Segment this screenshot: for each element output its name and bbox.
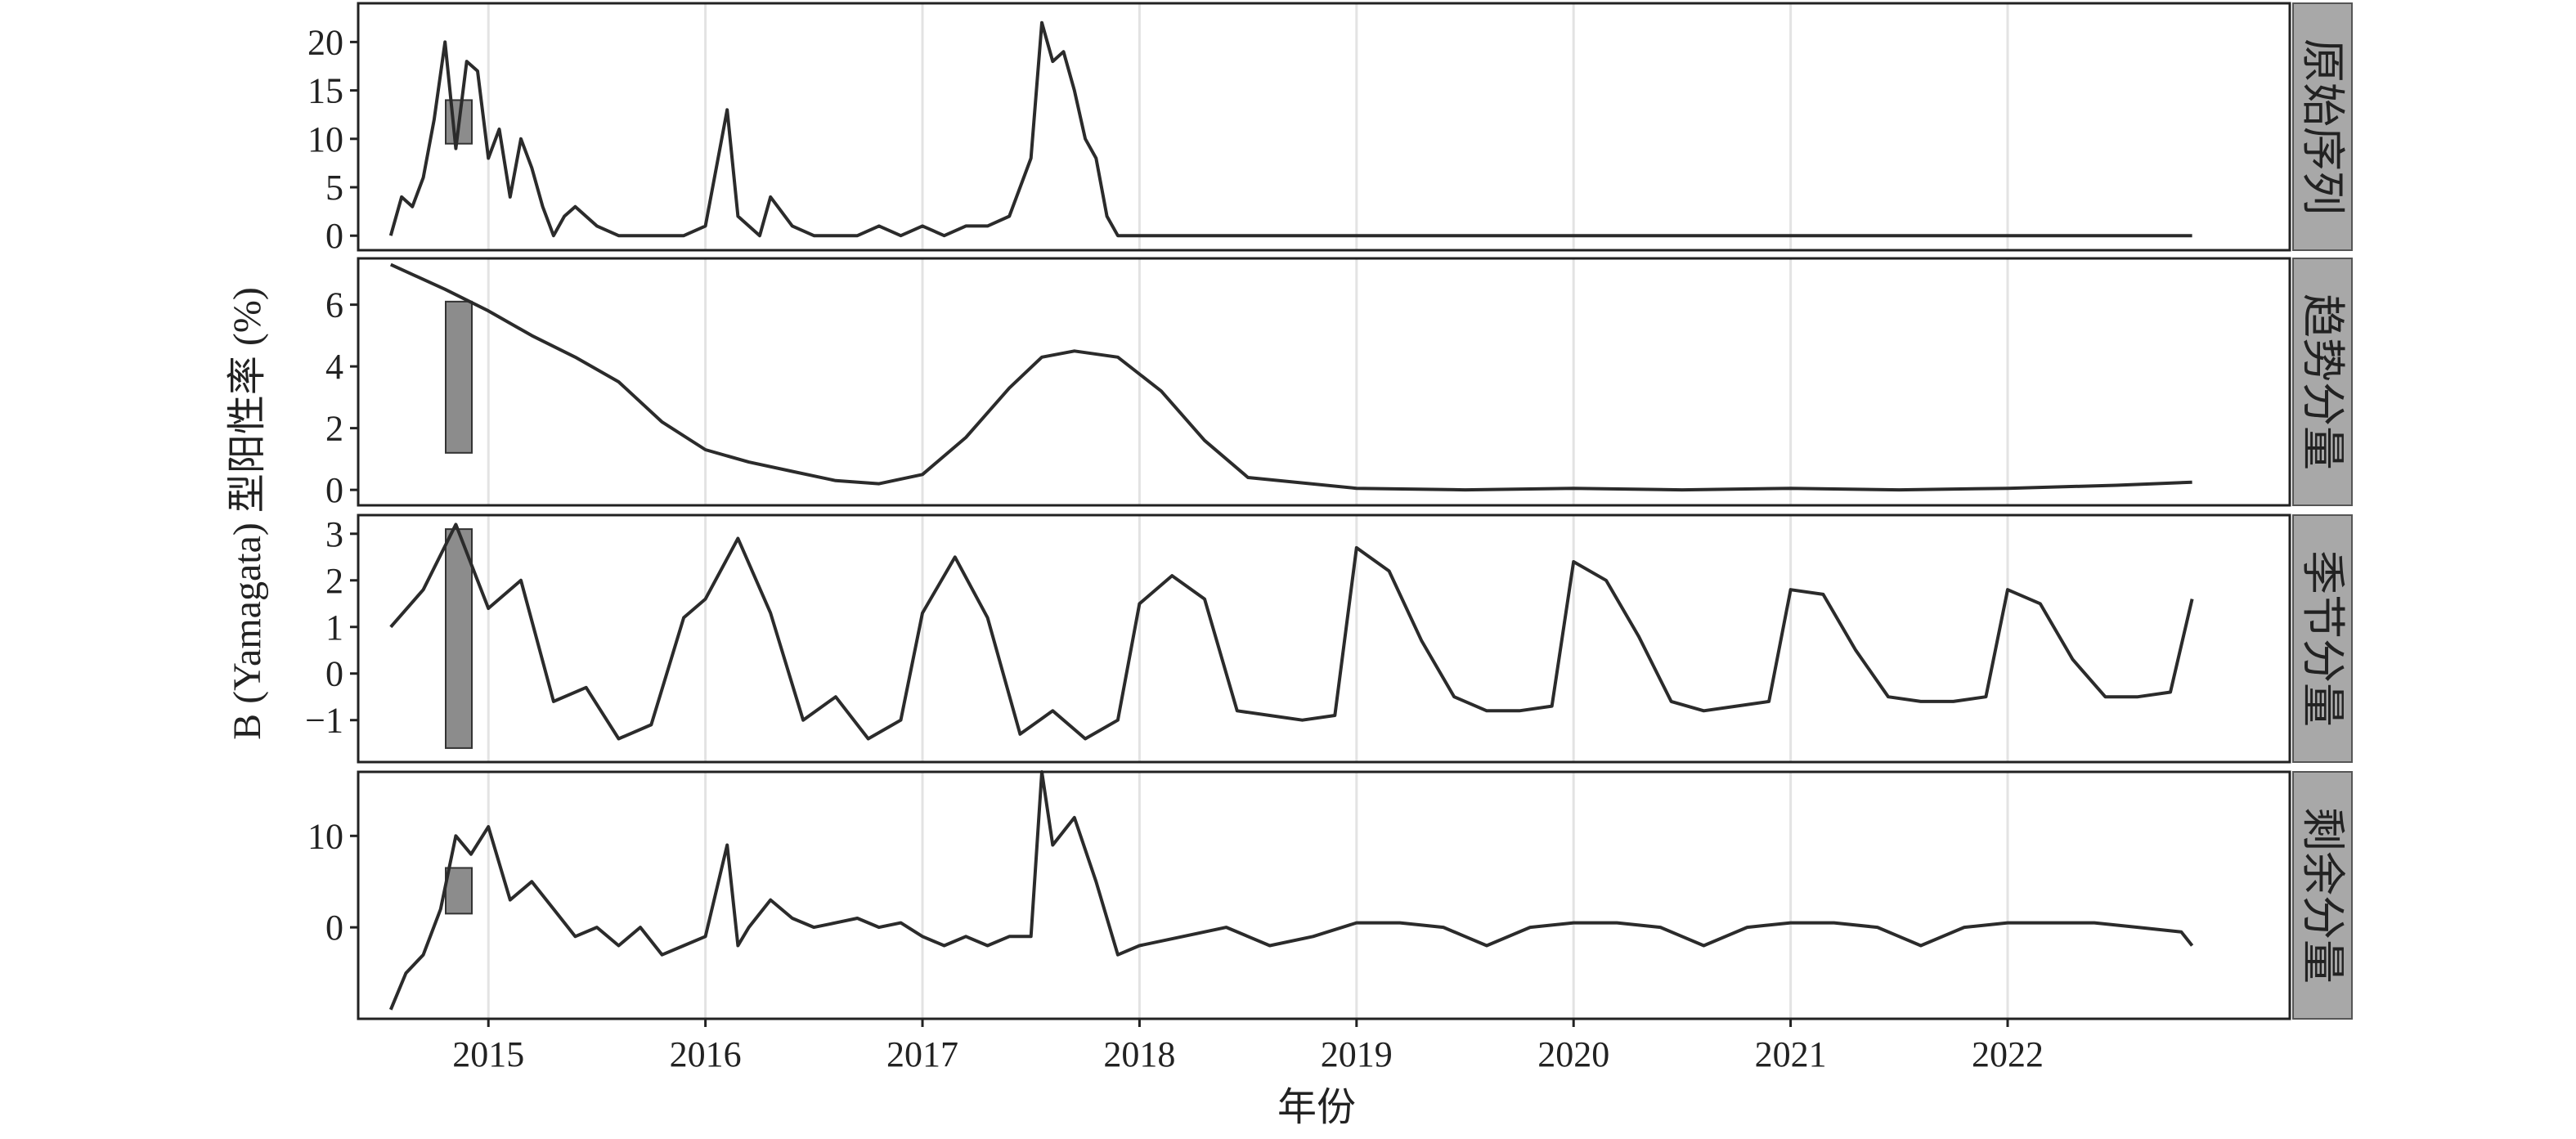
panel-4: 0 10 剩余分量 — [307, 770, 2353, 1020]
x-axis: 2015 2016 2017 2018 2019 2020 2021 2022 — [452, 1019, 2044, 1074]
series-line — [389, 522, 2194, 741]
panel-strip-label: 原始序列 — [2298, 38, 2347, 215]
panel-background — [358, 772, 2290, 1019]
panel-strip — [2292, 514, 2353, 763]
y-tick-label: 10 — [307, 119, 343, 159]
panel-frame — [357, 513, 2291, 764]
panel-frame — [357, 770, 2291, 1020]
scale-bar — [445, 300, 473, 454]
panel-1: 0 5 10 15 20 原始序列 — [307, 2, 2353, 256]
y-tick-label: 4 — [325, 347, 343, 387]
y-tick-label: 3 — [325, 514, 343, 554]
y-tick-label: 20 — [307, 22, 343, 62]
x-tick-label: 2017 — [886, 1034, 958, 1074]
series-line — [388, 20, 2192, 238]
y-tick-label: 10 — [307, 816, 343, 856]
y-tick-label: 15 — [307, 71, 343, 111]
y-tick-label: 0 — [325, 216, 343, 256]
panel-background — [358, 258, 2290, 505]
panel-2: 0 2 4 6 趋势分量 — [325, 257, 2353, 510]
x-tick-label: 2022 — [1972, 1034, 2044, 1074]
y-tick-label: −1 — [305, 701, 343, 741]
panel-background — [358, 515, 2290, 762]
x-tick-label: 2016 — [670, 1034, 742, 1074]
panel-strip — [2292, 258, 2353, 506]
x-tick-label: 2020 — [1537, 1034, 1609, 1074]
x-axis-title: 年份 — [1277, 1086, 1356, 1129]
panel-strip-label: 季节分量 — [2298, 550, 2347, 727]
panel-3: −1 0 1 2 3 季节分量 — [305, 513, 2353, 764]
panel-frame — [357, 2, 2291, 252]
y-tick-label: 5 — [325, 168, 343, 208]
panel-strip — [2292, 771, 2353, 1020]
y-tick-label: 2 — [325, 409, 343, 449]
panels-group: 0 5 10 15 20 原始序列 0 2 4 6 趋势分量 −1 0 1 2 3 季节分量 0 10 剩余分量 — [305, 2, 2353, 1020]
y-tick-label: 2 — [325, 561, 343, 601]
series-line — [388, 770, 2194, 1011]
y-tick-label: 0 — [325, 654, 343, 694]
x-tick-label: 2021 — [1755, 1034, 1827, 1074]
y-tick-label: 0 — [325, 908, 343, 948]
panel-strip-label: 趋势分量 — [2298, 294, 2347, 470]
x-tick-label: 2018 — [1103, 1034, 1175, 1074]
y-tick-label: 0 — [325, 470, 343, 510]
y-axis-title: B (Yamagata) 型阳性率 (%) — [226, 287, 269, 740]
scale-bar — [445, 528, 473, 749]
y-tick-label: 6 — [325, 285, 343, 325]
panel-strip-label: 剩余分量 — [2298, 807, 2347, 984]
panel-background — [358, 3, 2290, 250]
scale-bar — [445, 867, 473, 915]
x-tick-label: 2019 — [1321, 1034, 1393, 1074]
x-tick-label: 2015 — [452, 1034, 524, 1074]
y-tick-label: 1 — [325, 608, 343, 648]
panel-strip — [2292, 2, 2353, 251]
panel-frame — [357, 257, 2291, 507]
series-line — [389, 262, 2192, 492]
